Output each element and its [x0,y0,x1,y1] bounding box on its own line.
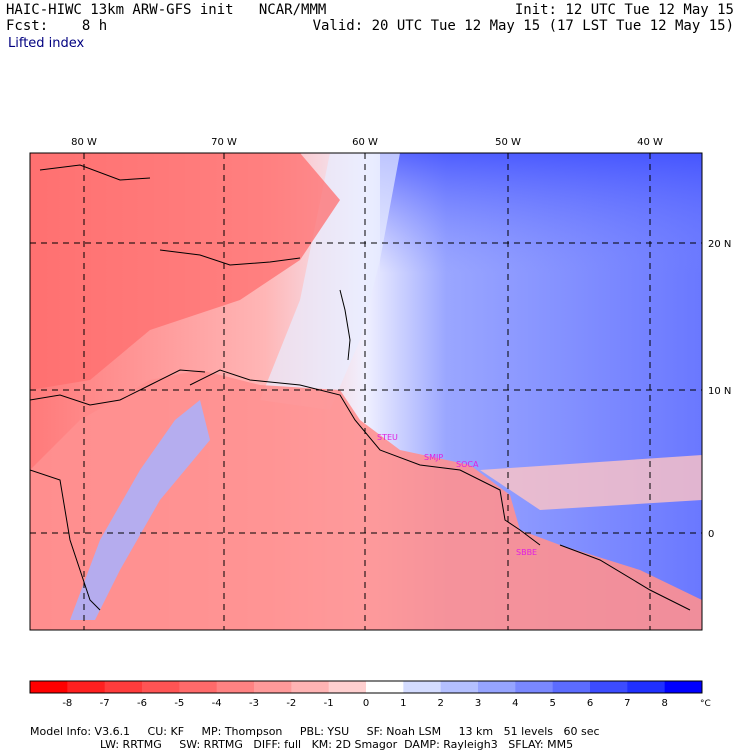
init-time: Init: 12 UTC Tue 12 May 15 [514,2,734,18]
andes-stable-region [70,400,210,620]
stations: STEU SMJP SOCA SBBE [377,433,537,557]
lat-lon-grid [30,153,702,630]
colorbar-tick-label: 7 [624,698,630,709]
colorbar-unit: °C [700,699,711,709]
station-label: SMJP [424,453,443,462]
coastlines [30,164,691,611]
colorbar-swatch [478,681,516,693]
footer-line-2: LW: RRTMG SW: RRTMG DIFF: full KM: 2D Sm… [100,738,574,751]
station-label: STEU [377,433,398,442]
colorbar-swatch [328,681,367,693]
colorbar-tick-label: 1 [400,698,406,709]
colorbar-tick-label: 0 [363,698,369,709]
colorbar-swatch [179,681,218,693]
colorbar-swatch [104,681,143,693]
colorbar-border [29,680,703,694]
colorbar-swatch [440,681,479,693]
colorbar-tick-label: 5 [549,698,555,709]
colorbar-swatch [627,681,666,693]
colorbar-swatch [67,681,106,693]
caribbean-unstable-region [30,153,340,390]
colorbar-tick-label: -2 [286,698,296,709]
colorbar-tick-label: -8 [62,698,72,709]
colorbar-tick-label: -7 [100,698,110,709]
colorbar [29,680,703,694]
longitude-labels: 80 W 70 W 60 W 50 W 40 W [71,137,663,148]
lon-label: 60 W [352,137,378,148]
lon-label: 70 W [211,137,237,148]
colorbar-swatch [291,681,330,693]
valid-time: Valid: 20 UTC Tue 12 May 15 (17 LST Tue … [312,18,734,34]
colorbar-swatch [590,681,628,693]
colorbar-swatch [366,681,404,693]
lat-label: 10 N [708,386,731,397]
colorbar-swatch [515,681,554,693]
footer-line-1: Model Info: V3.6.1 CU: KF MP: Thompson P… [30,725,600,738]
colorbar-swatch [664,681,703,693]
colorbar-tick-label: -3 [249,698,259,709]
forecast-hour: Fcst: 8 h [6,18,108,34]
colorbar-tick-label: 2 [437,698,443,709]
lat-label: 0 [708,529,714,540]
latitude-labels: 20 N 10 N 0 [708,239,731,540]
lon-label: 40 W [637,137,663,148]
lon-label: 50 W [495,137,521,148]
colorbar-swatch [552,681,591,693]
colorbar-tick-label: -1 [324,698,334,709]
colorbar-tick-label: 4 [512,698,518,709]
colorbar-swatch [142,681,180,693]
colorbar-tick-label: -6 [137,698,147,709]
colorbar-tick-label: 3 [475,698,481,709]
field-name: Lifted index [8,36,85,51]
lon-label: 80 W [71,137,97,148]
colorbar-swatch [30,681,68,693]
colorbar-tick-label: 8 [661,698,667,709]
lat-label: 20 N [708,239,731,250]
colorbar-swatch [216,681,255,693]
colorbar-ticks: -8 -7 -6 -5 -4 -3 -2 -1 0 1 2 3 4 5 6 7 8 [62,698,668,709]
station-label: SOCA [456,460,479,469]
colorbar-tick-label: 6 [587,698,593,709]
station-label: SBBE [516,548,537,557]
model-title: HAIC-HIWC 13km ARW-GFS init NCAR/MMM [6,2,327,18]
colorbar-tick-label: -5 [174,698,184,709]
map-border [29,152,703,631]
colorbar-swatch [403,681,442,693]
colorbar-tick-label: -4 [212,698,222,709]
colorbar-swatch [254,681,292,693]
